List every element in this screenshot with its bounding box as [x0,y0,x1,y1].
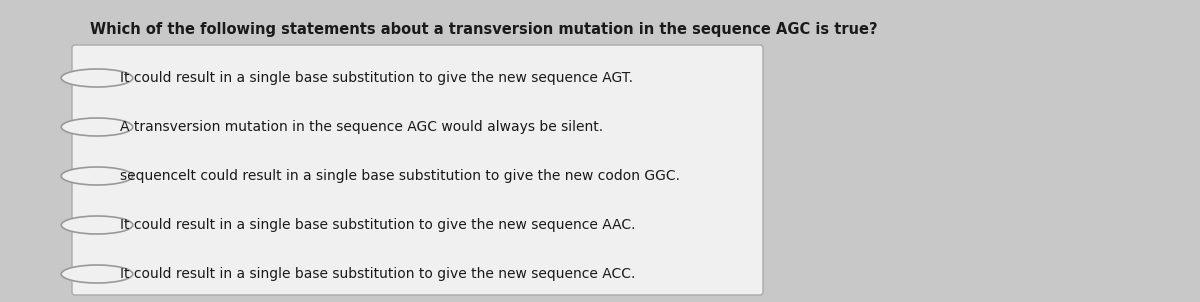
Ellipse shape [61,167,133,185]
Ellipse shape [61,118,133,136]
Ellipse shape [61,265,133,283]
Text: It could result in a single base substitution to give the new sequence ACC.: It could result in a single base substit… [120,267,635,281]
Text: A transversion mutation in the sequence AGC would always be silent.: A transversion mutation in the sequence … [120,120,604,134]
Text: sequencelt could result in a single base substitution to give the new codon GGC.: sequencelt could result in a single base… [120,169,680,183]
Ellipse shape [61,216,133,234]
FancyBboxPatch shape [72,45,763,295]
Text: It could result in a single base substitution to give the new sequence AAC.: It could result in a single base substit… [120,218,636,232]
Text: Which of the following statements about a transversion mutation in the sequence : Which of the following statements about … [90,22,877,37]
Text: It could result in a single base substitution to give the new sequence AGT.: It could result in a single base substit… [120,71,634,85]
Ellipse shape [61,69,133,87]
